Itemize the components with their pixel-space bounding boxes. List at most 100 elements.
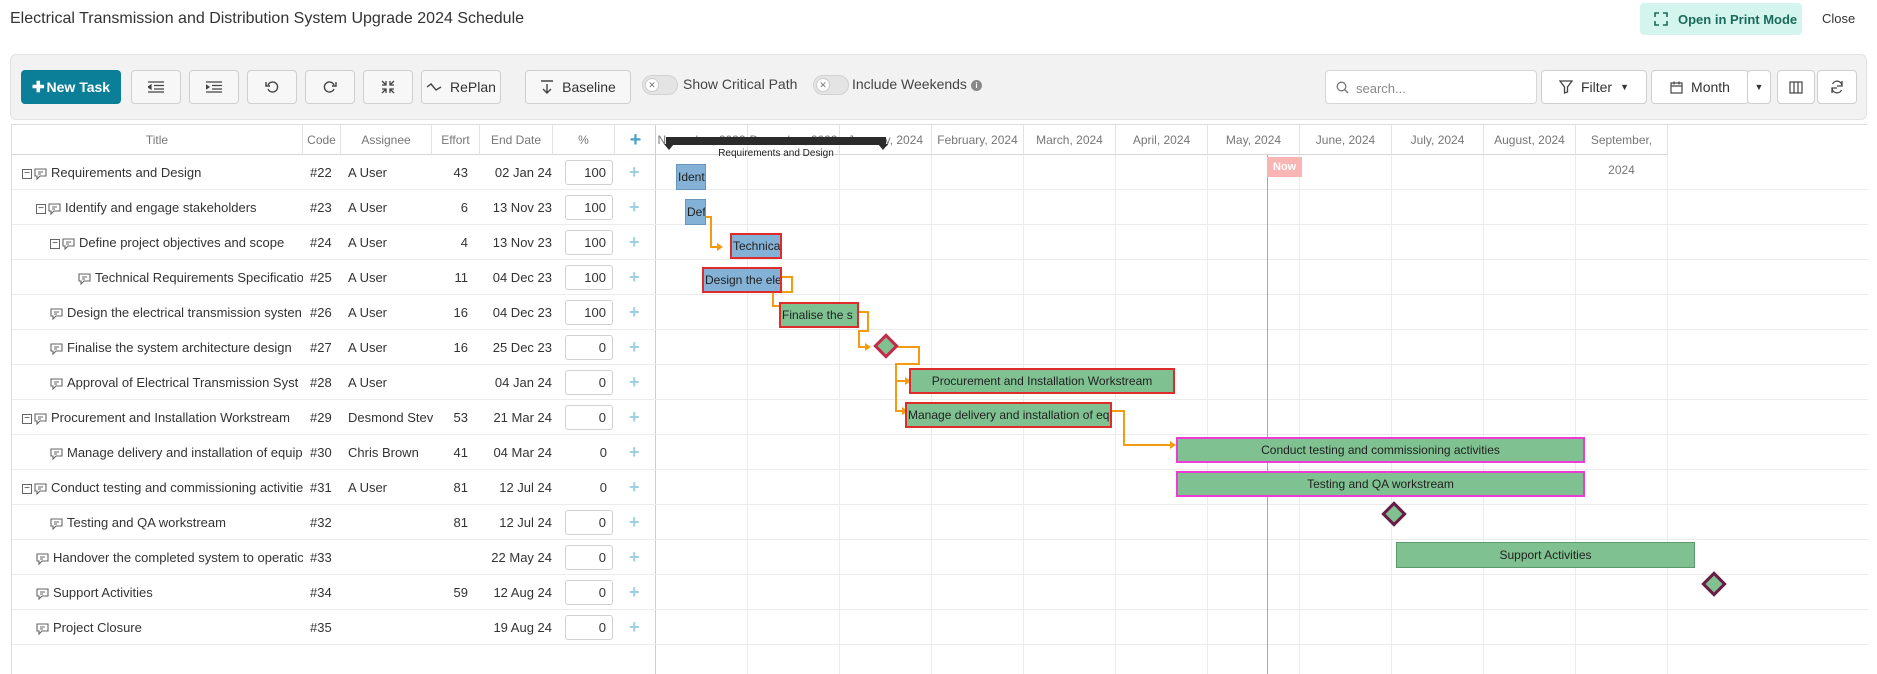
- task-title-cell[interactable]: − Requirements and Design: [12, 155, 303, 190]
- add-subtask-icon[interactable]: +: [629, 617, 640, 637]
- task-row[interactable]: Handover the completed system to operati…: [12, 540, 656, 575]
- task-title-cell[interactable]: Finalise the system architecture design: [12, 330, 303, 365]
- column-header-assignee[interactable]: Assignee: [341, 125, 432, 155]
- column-header-effort[interactable]: Effort: [432, 125, 480, 155]
- redo-button[interactable]: [305, 70, 355, 104]
- view-mode-select[interactable]: Month: [1651, 70, 1749, 104]
- column-header-percent[interactable]: %: [553, 125, 615, 155]
- collapse-all-button[interactable]: [363, 70, 413, 104]
- percent-complete-input[interactable]: 0: [565, 580, 613, 605]
- column-header-title[interactable]: Title: [12, 125, 303, 155]
- comment-icon[interactable]: [34, 413, 47, 425]
- critical-path-toggle[interactable]: ✕: [642, 75, 678, 95]
- add-subtask-icon[interactable]: +: [629, 232, 640, 252]
- comment-icon[interactable]: [36, 588, 49, 600]
- add-subtask-icon[interactable]: +: [629, 337, 640, 357]
- comment-icon[interactable]: [34, 483, 47, 495]
- task-bar-26[interactable]: Design the ele: [702, 267, 782, 293]
- task-row[interactable]: Approval of Electrical Transmission Syst…: [12, 365, 656, 400]
- add-subtask-icon[interactable]: +: [629, 582, 640, 602]
- add-subtask-icon[interactable]: +: [629, 372, 640, 392]
- comment-icon[interactable]: [62, 238, 75, 250]
- outdent-button[interactable]: [131, 70, 181, 104]
- open-print-mode-button[interactable]: Open in Print Mode: [1640, 3, 1802, 35]
- task-title-cell[interactable]: Support Activities: [12, 575, 303, 610]
- task-row[interactable]: Testing and QA workstream #32 81 12 Jul 24 0…: [12, 505, 656, 540]
- collapse-icon[interactable]: −: [36, 203, 46, 214]
- comment-icon[interactable]: [36, 553, 49, 565]
- task-row[interactable]: − Requirements and Design #22 A User 43 02 Ja…: [12, 155, 656, 190]
- add-subtask-icon[interactable]: +: [629, 162, 640, 182]
- task-row[interactable]: Project Closure #35 19 Aug 24 0 +: [12, 610, 656, 645]
- task-row[interactable]: − Conduct testing and commissioning activ…: [12, 470, 656, 505]
- task-title-cell[interactable]: Manage delivery and installation of equi…: [12, 435, 303, 470]
- comment-icon[interactable]: [48, 203, 61, 215]
- task-title-cell[interactable]: Technical Requirements Specificatio: [12, 260, 303, 295]
- add-subtask-icon[interactable]: +: [629, 547, 640, 567]
- task-title-cell[interactable]: Design the electrical transmission syste…: [12, 295, 303, 330]
- add-subtask-icon[interactable]: +: [629, 442, 640, 462]
- percent-complete-input[interactable]: 0: [565, 405, 613, 430]
- add-subtask-icon[interactable]: +: [629, 197, 640, 217]
- task-row[interactable]: − Identify and engage stakeholders #23 A Us…: [12, 190, 656, 225]
- task-title-cell[interactable]: − Procurement and Installation Workstream: [12, 400, 303, 435]
- percent-complete-input[interactable]: 100: [565, 230, 613, 255]
- task-title-cell[interactable]: − Identify and engage stakeholders: [12, 190, 303, 225]
- add-subtask-icon[interactable]: +: [629, 477, 640, 497]
- task-row[interactable]: − Procurement and Installation Workstream…: [12, 400, 656, 435]
- percent-complete-input[interactable]: 100: [565, 160, 613, 185]
- task-title-cell[interactable]: − Conduct testing and commissioning activ…: [12, 470, 303, 505]
- close-button[interactable]: Close: [1822, 11, 1856, 26]
- indent-button[interactable]: [189, 70, 239, 104]
- percent-complete-input[interactable]: 0: [565, 510, 613, 535]
- comment-icon[interactable]: [34, 168, 47, 180]
- info-icon[interactable]: i: [970, 79, 982, 91]
- task-row[interactable]: Finalise the system architecture design #…: [12, 330, 656, 365]
- task-row[interactable]: Support Activities #34 59 12 Aug 24 0 +: [12, 575, 656, 610]
- task-row[interactable]: − Define project objectives and scope #24 A…: [12, 225, 656, 260]
- undo-button[interactable]: [247, 70, 297, 104]
- percent-complete-input[interactable]: 100: [565, 265, 613, 290]
- task-bar-24[interactable]: Def: [685, 199, 706, 225]
- task-bar-31[interactable]: Conduct testing and commissioning activi…: [1176, 437, 1585, 463]
- task-bar-27[interactable]: Finalise the s: [779, 302, 859, 328]
- task-bar-25[interactable]: Technica: [730, 233, 782, 259]
- task-bar-34[interactable]: Support Activities: [1396, 542, 1695, 568]
- add-column-button[interactable]: +: [615, 125, 656, 155]
- task-bar-29[interactable]: Procurement and Installation Workstream: [909, 368, 1175, 394]
- add-subtask-icon[interactable]: +: [629, 267, 640, 287]
- column-header-code[interactable]: Code: [303, 125, 341, 155]
- task-bar-23[interactable]: Ident: [676, 164, 706, 190]
- percent-complete-input[interactable]: 100: [565, 300, 613, 325]
- task-row[interactable]: Technical Requirements Specificatio #25 A …: [12, 260, 656, 295]
- add-subtask-icon[interactable]: +: [629, 302, 640, 322]
- comment-icon[interactable]: [50, 378, 63, 390]
- comment-icon[interactable]: [50, 518, 63, 530]
- replan-button[interactable]: RePlan: [421, 70, 501, 104]
- comment-icon[interactable]: [50, 308, 63, 320]
- percent-complete-input[interactable]: 100: [565, 195, 613, 220]
- collapse-icon[interactable]: −: [22, 413, 32, 424]
- task-title-cell[interactable]: Approval of Electrical Transmission Syst: [12, 365, 303, 400]
- task-title-cell[interactable]: Handover the completed system to operati…: [12, 540, 303, 575]
- task-title-cell[interactable]: Project Closure: [12, 610, 303, 645]
- percent-complete-input[interactable]: 0: [565, 545, 613, 570]
- view-mode-caret-button[interactable]: ▼: [1747, 70, 1771, 104]
- columns-button[interactable]: [1777, 70, 1815, 104]
- collapse-icon[interactable]: −: [50, 238, 60, 249]
- column-header-end-date[interactable]: End Date: [480, 125, 553, 155]
- collapse-icon[interactable]: −: [22, 168, 32, 179]
- task-bar-32[interactable]: Testing and QA workstream: [1176, 471, 1585, 497]
- comment-icon[interactable]: [78, 273, 91, 285]
- task-title-cell[interactable]: − Define project objectives and scope: [12, 225, 303, 260]
- task-row[interactable]: Manage delivery and installation of equi…: [12, 435, 656, 470]
- refresh-button[interactable]: [1817, 70, 1857, 104]
- add-subtask-icon[interactable]: +: [629, 407, 640, 427]
- task-title-cell[interactable]: Testing and QA workstream: [12, 505, 303, 540]
- percent-complete-input[interactable]: 0: [565, 335, 613, 360]
- search-input[interactable]: [1356, 79, 1526, 97]
- task-row[interactable]: Design the electrical transmission syste…: [12, 295, 656, 330]
- percent-complete-input[interactable]: 0: [565, 370, 613, 395]
- baseline-button[interactable]: Baseline: [525, 70, 631, 104]
- comment-icon[interactable]: [36, 623, 49, 635]
